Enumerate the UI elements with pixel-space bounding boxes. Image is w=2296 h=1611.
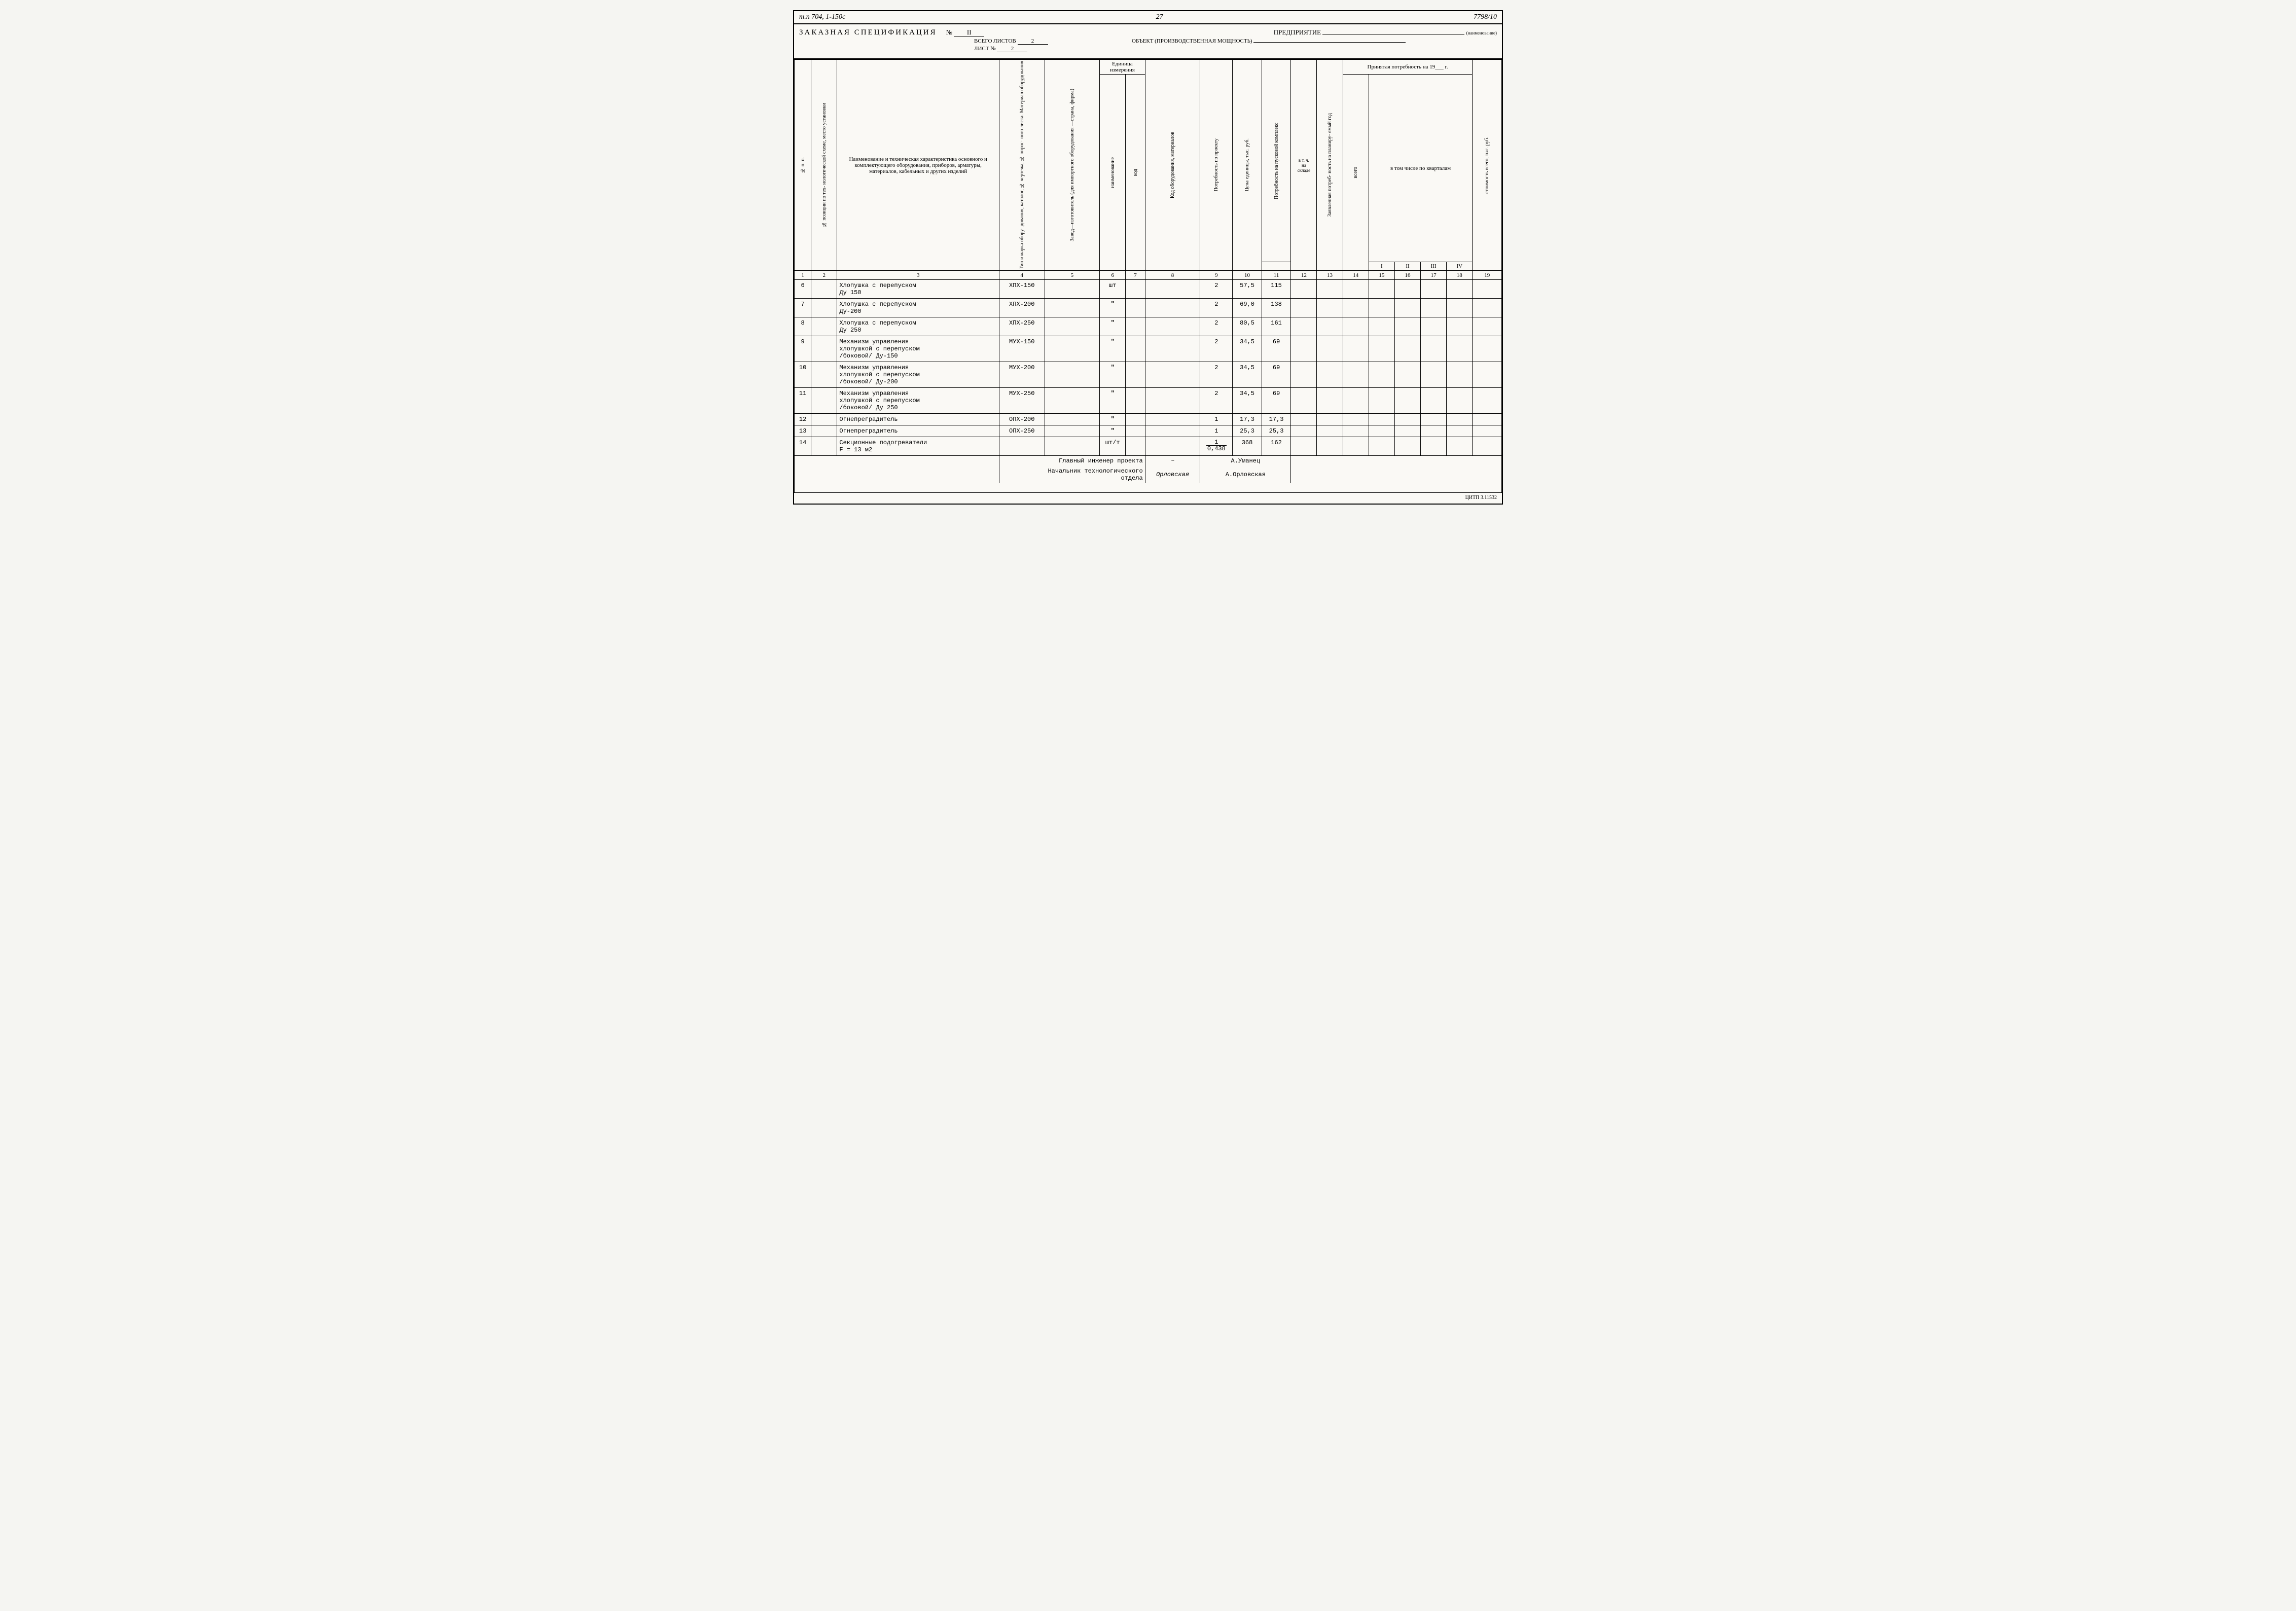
- sig2-signature: Орловская: [1145, 466, 1200, 483]
- sheet-label: ЛИСТ №: [974, 46, 996, 52]
- table-row: 12ОгнепреградительОПХ-200"117,317,3: [795, 414, 1502, 425]
- table-body: 6Хлопушка с перепуском Ду 150ХПХ-150шт25…: [795, 280, 1502, 456]
- col-18: IV: [1447, 262, 1473, 271]
- col-1: № п. п.: [800, 157, 806, 173]
- enterprise-label: ПРЕДПРИЯТИЕ: [1274, 28, 1321, 36]
- page-number: 27: [1156, 13, 1163, 21]
- col-15: I: [1369, 262, 1394, 271]
- total-sheets: 2: [1018, 38, 1048, 45]
- col-8: Код оборудования, материалов: [1170, 132, 1175, 198]
- col-14: всего: [1353, 167, 1358, 178]
- signature-block: Главный инженер проекта ~ А.Уманец Начал…: [795, 456, 1502, 493]
- footer-code: ЦИТП 3.11532: [794, 493, 1502, 504]
- col-13: Заявленная потреб- ность на планиру- емы…: [1327, 113, 1333, 217]
- enterprise-note: (наименование): [1466, 30, 1497, 35]
- doc-code-right: 7798/10: [1474, 13, 1497, 21]
- spec-number: II: [954, 28, 984, 37]
- object-field: [1253, 42, 1406, 43]
- table-row: 6Хлопушка с перепуском Ду 150ХПХ-150шт25…: [795, 280, 1502, 299]
- col-17: III: [1421, 262, 1447, 271]
- table-row: 14Секционные подогреватели F = 13 м2шт/т…: [795, 437, 1502, 456]
- table-row: 9Механизм управления хлопушкой с перепус…: [795, 336, 1502, 362]
- col-3: Наименование и техническая характеристик…: [837, 60, 999, 271]
- col-16: II: [1394, 262, 1420, 271]
- total-sheets-label: ВСЕГО ЛИСТОВ: [974, 38, 1016, 44]
- spec-table: № п. п. № позиции по тех- нологической с…: [794, 59, 1502, 493]
- no-label: №: [946, 28, 952, 36]
- sig1-label: Главный инженер проекта: [999, 456, 1145, 467]
- col-unit-group: Единица измерения: [1100, 60, 1145, 75]
- col-9: Потребность по проекту: [1213, 138, 1219, 191]
- col-7: код: [1133, 169, 1138, 176]
- table-row: 7Хлопушка с перепуском Ду-200ХПХ-200"269…: [795, 299, 1502, 317]
- spec-title: ЗАКАЗНАЯ СПЕЦИФИКАЦИЯ: [799, 28, 937, 37]
- col-11: Потребность на пусковой комплекс: [1274, 123, 1279, 199]
- object-label: ОБЪЕКТ (ПРОИЗВОДСТВЕННАЯ МОЩНОСТЬ): [1132, 38, 1252, 44]
- header-section: ЗАКАЗНАЯ СПЕЦИФИКАЦИЯ № II ПРЕДПРИЯТИЕ (…: [794, 24, 1502, 59]
- column-number-row: 12 34 56 78 910 1112 1314 1516 1718 19: [795, 271, 1502, 280]
- col-19: стоимость всего, тыс. руб.: [1484, 137, 1490, 194]
- table-head: № п. п. № позиции по тех- нологической с…: [795, 60, 1502, 280]
- sheet-number: 2: [997, 46, 1027, 52]
- col-quarters-group: в том числе по кварталам: [1369, 75, 1473, 262]
- top-bar: т.п 704, 1-150с 27 7798/10: [794, 11, 1502, 24]
- col-10: Цена единицы, тыс. руб.: [1244, 138, 1250, 191]
- table-row: 11Механизм управления хлопушкой с перепу…: [795, 388, 1502, 414]
- col-5: Завод—изготовитель (для импортного обору…: [1069, 89, 1075, 241]
- sig1-name: А.Уманец: [1200, 456, 1291, 467]
- document-page: т.п 704, 1-150с 27 7798/10 ЗАКАЗНАЯ СПЕЦ…: [793, 10, 1503, 505]
- sig1-signature: ~: [1145, 456, 1200, 467]
- col-accepted-group: Принятая потребность на 19___ г.: [1343, 60, 1473, 75]
- col-12: в т. ч. на складе: [1291, 60, 1317, 271]
- col-2: № позиции по тех- нологической схеме, ме…: [821, 103, 827, 227]
- col-6: наименование: [1110, 157, 1116, 188]
- sig2-label: Начальник технологического отдела: [999, 466, 1145, 483]
- table-row: 13ОгнепреградительОПХ-250"125,325,3: [795, 425, 1502, 437]
- table-row: 10Механизм управления хлопушкой с перепу…: [795, 362, 1502, 388]
- col-4: Тип и марка обору- дования, каталог, № ч…: [1019, 61, 1025, 269]
- table-row: 8Хлопушка с перепуском Ду 250ХПХ-250"280…: [795, 317, 1502, 336]
- sig2-name: А.Орловская: [1200, 466, 1291, 483]
- doc-code-left: т.п 704, 1-150с: [799, 13, 845, 21]
